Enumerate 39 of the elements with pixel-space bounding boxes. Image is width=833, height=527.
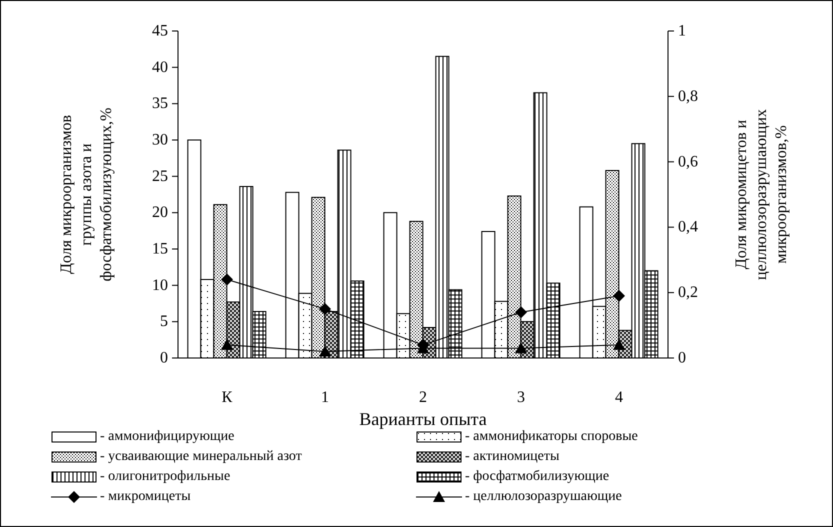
- x-tick-label: К: [222, 389, 233, 406]
- point: [221, 274, 233, 286]
- y2-tick-label: 0,6: [678, 153, 698, 170]
- y-tick-label: 15: [152, 240, 168, 258]
- y2-axis-title: Доля микромицетов и целлюлозоразрушающих микроорганизмов,%: [733, 109, 790, 280]
- point: [613, 290, 625, 302]
- y2-tick-label: 0,2: [678, 284, 698, 302]
- point: [515, 306, 527, 318]
- y2-tick-label: 0,8: [678, 88, 698, 105]
- legend-label: - аммонифицирующие: [100, 429, 234, 445]
- x-axis-title: Варианты опыта: [359, 409, 487, 429]
- legend-label: - олигонитрофильные: [100, 469, 230, 485]
- y2-tick-label: 0,4: [678, 218, 698, 236]
- y-tick-label: 45: [152, 22, 168, 40]
- y-tick-label: 40: [152, 58, 168, 76]
- x-tick-label: 4: [615, 389, 623, 406]
- legend-label: - фосфатмобилизующие: [465, 469, 610, 485]
- y-tick-label: 25: [152, 168, 168, 185]
- y2-tick-label: 0: [678, 350, 686, 366]
- x-tick-label: 3: [517, 389, 525, 406]
- y-tick-label: 0: [160, 350, 168, 366]
- point: [319, 345, 331, 356]
- point: [221, 338, 233, 350]
- y2-tick-label: 1: [678, 22, 686, 40]
- legend-label: - актиномицеты: [465, 449, 560, 465]
- legend-label: - аммонификаторы споровые: [465, 429, 638, 445]
- y-tick-label: 5: [160, 313, 168, 330]
- y-tick-label: 10: [152, 276, 168, 294]
- legend-label: - микромицеты: [100, 489, 191, 505]
- x-tick-label: 2: [419, 389, 427, 406]
- point: [319, 302, 331, 315]
- legend-label: - усваивающие минеральный азот: [100, 449, 302, 465]
- y-tick-label: 20: [152, 204, 168, 222]
- y-tick-label: 30: [152, 132, 168, 148]
- y-axis-title: Доля микроорганизмов группы азота и фосфатмобилизующих,%: [58, 108, 115, 282]
- y-tick-label: 35: [152, 95, 168, 112]
- x-tick-label: 1: [321, 389, 329, 406]
- point: [515, 342, 527, 354]
- legend-label: - целлюлозоразрушающие: [465, 489, 622, 505]
